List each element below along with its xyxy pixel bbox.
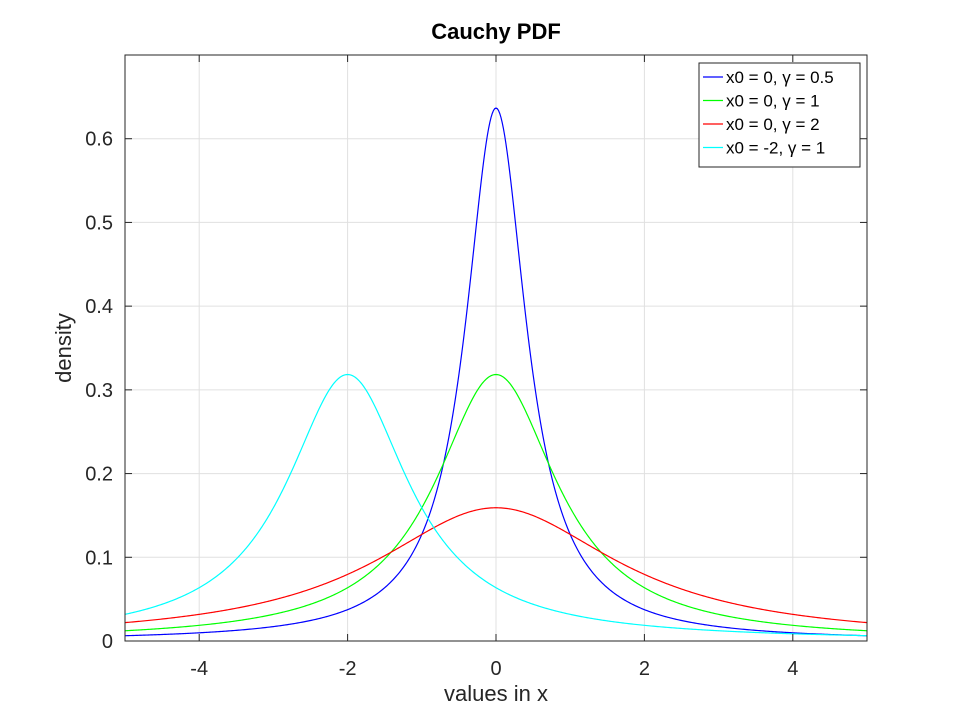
y-axis-title: density — [51, 313, 76, 383]
x-tick-label: -4 — [190, 658, 208, 680]
legend: x0 = 0, γ = 0.5 x0 = 0, γ = 1 x0 = 0, γ = … — [698, 62, 861, 168]
legend-label-1: x0 = 0, γ = 0.5 — [726, 68, 834, 87]
y-tick-label: 0.4 — [85, 296, 113, 318]
legend-label-2: x0 = 0, γ = 1 — [726, 92, 820, 111]
chart-title: Cauchy PDF — [431, 19, 561, 44]
series-line-1 — [124, 107, 868, 637]
ticks: -4 -2 0 2 4 0 0.1 0.2 0.3 0.4 0.5 0.6 — [85, 55, 867, 680]
x-tick-label: 0 — [490, 658, 501, 680]
series-line-2 — [124, 373, 868, 632]
y-tick-label: 0.2 — [85, 464, 113, 486]
legend-label-3: x0 = 0, γ = 2 — [726, 115, 820, 134]
x-tick-label: 4 — [787, 658, 798, 680]
y-tick-label: 0 — [102, 631, 113, 653]
y-tick-label: 0.6 — [85, 129, 113, 151]
legend-label-4: x0 = -2, γ = 1 — [726, 139, 825, 158]
series-line-3 — [124, 507, 868, 624]
x-tick-label: -2 — [339, 658, 357, 680]
x-axis-title: values in x — [444, 681, 548, 706]
series-line-4 — [124, 373, 868, 637]
y-tick-label: 0.5 — [85, 212, 113, 234]
y-tick-label: 0.1 — [85, 547, 113, 569]
x-tick-label: 2 — [639, 658, 650, 680]
y-tick-label: 0.3 — [85, 380, 113, 402]
legend-box — [698, 62, 861, 168]
series-layer — [124, 107, 868, 637]
